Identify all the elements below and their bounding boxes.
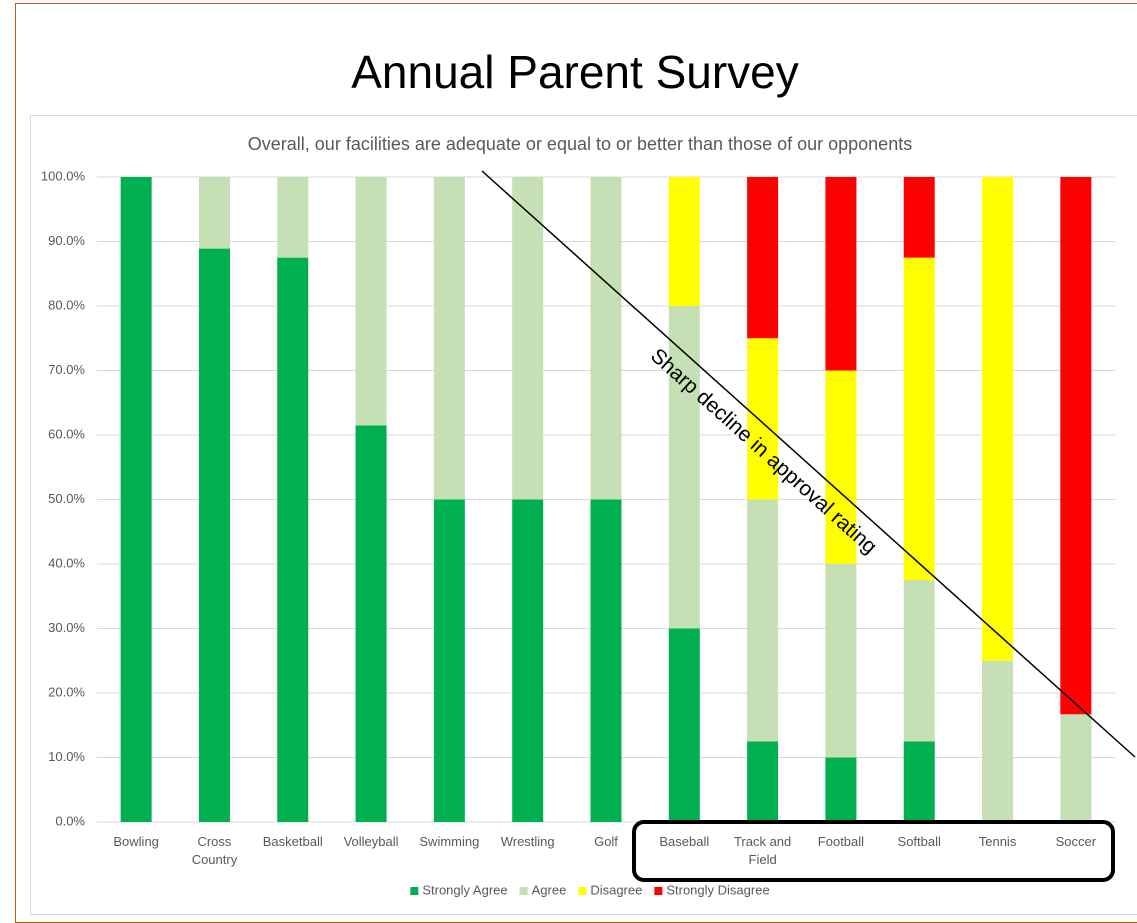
y-tick-label: 70.0%: [48, 362, 85, 377]
x-tick-label: Cross Country: [191, 834, 238, 867]
x-tick-label: Tennis: [978, 834, 1017, 849]
y-tick-label: 60.0%: [48, 426, 85, 441]
bar-segment: [747, 499, 779, 742]
bar-segment: [747, 338, 779, 500]
bar-segment: [590, 499, 622, 822]
x-tick-label: Baseball: [659, 834, 710, 849]
y-tick-label: 50.0%: [48, 491, 85, 506]
y-tick-label: 0.0%: [55, 813, 85, 828]
bar-segment: [668, 628, 700, 822]
bar-segment: [590, 177, 622, 500]
y-tick-label: 40.0%: [48, 555, 85, 570]
bar-segment: [277, 177, 309, 258]
x-tick-label: Volleyball: [343, 834, 399, 849]
x-tick-label: Bowling: [113, 834, 159, 849]
bar-segment: [198, 248, 230, 823]
y-tick-label: 100.0%: [41, 168, 86, 183]
bar-segment: [1060, 714, 1092, 822]
bar-segment: [355, 177, 387, 426]
legend-label: Strongly Agree: [422, 882, 507, 897]
legend-label: Agree: [532, 882, 567, 897]
y-tick-label: 20.0%: [48, 684, 85, 699]
x-tick-label: Softball: [897, 834, 941, 849]
chart-title: Overall, our facilities are adequate or …: [248, 134, 912, 154]
bar-segment: [825, 177, 857, 371]
y-tick-label: 80.0%: [48, 297, 85, 312]
bar-segment: [355, 425, 387, 822]
x-tick-label: Golf: [594, 834, 618, 849]
y-tick-label: 30.0%: [48, 620, 85, 635]
chart-area: [30, 115, 1137, 915]
bar-segment: [668, 177, 700, 306]
trend-line: [481, 170, 1136, 758]
bar-segment: [825, 757, 857, 822]
legend-swatch: [519, 887, 528, 895]
x-tick-label: Wrestling: [500, 834, 555, 849]
bar-segment: [982, 177, 1014, 661]
bar-segment: [198, 177, 230, 249]
legend-label: Strongly Disagree: [666, 882, 769, 897]
legend-label: Disagree: [590, 882, 642, 897]
legend-swatch: [410, 887, 419, 895]
legend-swatch: [654, 887, 663, 895]
bar-segment: [747, 177, 779, 339]
legend-swatch: [578, 887, 587, 895]
y-tick-label: 10.0%: [48, 749, 85, 764]
bar-segment: [903, 580, 935, 742]
bar-segment: [825, 370, 857, 564]
y-tick-label: 90.0%: [48, 233, 85, 248]
x-tick-label: Football: [817, 834, 865, 849]
highlight-box: [632, 820, 1115, 882]
bar-segment: [903, 177, 935, 258]
bar-segment: [433, 177, 465, 500]
x-tick-label: Soccer: [1055, 834, 1097, 849]
bar-segment: [903, 741, 935, 822]
bar-segment: [825, 564, 857, 758]
slide-title: Annual Parent Survey: [351, 46, 799, 98]
bar-segment: [512, 499, 544, 822]
x-tick-label: Track and Field: [733, 834, 792, 867]
bar-segment: [120, 177, 152, 822]
bar-segment: [277, 257, 309, 822]
bar-segment: [668, 306, 700, 629]
bar-segment: [512, 177, 544, 500]
bar-segment: [982, 660, 1014, 822]
x-tick-label: Basketball: [262, 834, 323, 849]
legend: Strongly Agree Agree Disagree Strongly Disa…: [410, 882, 770, 897]
bar-segment: [903, 257, 935, 581]
x-tick-label: Swimming: [419, 834, 480, 849]
bar-segment: [433, 499, 465, 822]
bar-segment: [1060, 177, 1092, 715]
bar-segment: [747, 741, 779, 822]
